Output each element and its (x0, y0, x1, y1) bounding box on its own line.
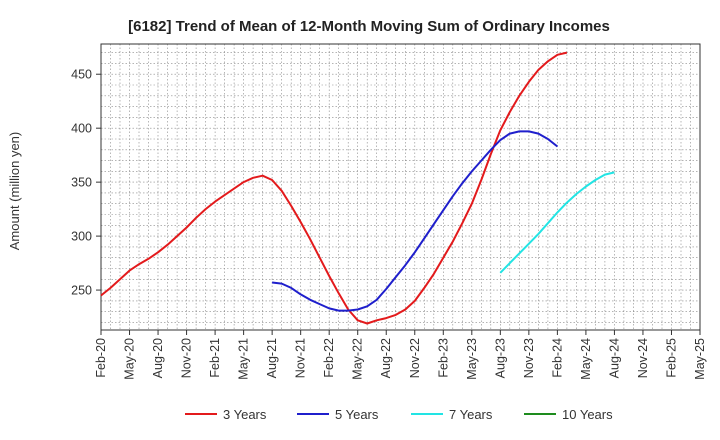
x-tick-label: May-23 (465, 338, 479, 380)
x-tick-label: Feb-20 (94, 338, 108, 378)
y-tick-label: 300 (71, 230, 92, 244)
y-tick-label: 350 (71, 176, 92, 190)
x-tick-label: Feb-25 (665, 338, 679, 378)
x-tick-label: Nov-23 (522, 338, 536, 378)
series-line-3-years (100, 51, 568, 325)
x-tick-label: Aug-21 (265, 338, 279, 378)
y-axis-ticks: 250 300 350 400 450 (71, 68, 101, 298)
x-tick-label: Nov-22 (408, 338, 422, 378)
x-tick-label: Nov-21 (294, 338, 308, 378)
x-tick-label: Aug-23 (493, 338, 507, 378)
x-tick-label: Aug-20 (151, 338, 165, 378)
x-tick-label: Nov-24 (636, 338, 650, 378)
x-tick-label: Feb-23 (436, 338, 450, 378)
legend: 3 Years 5 Years 7 Years 10 Years (185, 407, 613, 422)
x-tick-label: May-25 (693, 338, 707, 380)
series-lines (100, 51, 615, 325)
legend-label: 10 Years (562, 407, 613, 422)
x-tick-label: May-24 (579, 338, 593, 380)
legend-label: 5 Years (335, 407, 379, 422)
x-tick-label: Feb-22 (322, 338, 336, 378)
series-line-7-years (499, 171, 615, 274)
x-tick-label: Aug-22 (379, 338, 393, 378)
y-tick-label: 450 (71, 68, 92, 82)
x-tick-label: Feb-24 (550, 338, 564, 378)
legend-label: 7 Years (449, 407, 493, 422)
y-axis-label: Amount (million yen) (7, 132, 22, 251)
x-tick-label: Aug-24 (607, 338, 621, 378)
y-tick-label: 400 (71, 122, 92, 136)
x-tick-label: Nov-20 (180, 338, 194, 378)
x-tick-label: May-20 (123, 338, 137, 380)
x-axis-ticks: Feb-20 May-20 Aug-20 Nov-20 Feb-21 May-21 Aug-… (94, 330, 707, 380)
x-tick-label: May-22 (351, 338, 365, 380)
x-tick-label: Feb-21 (208, 338, 222, 378)
chart-title: [6182] Trend of Mean of 12-Month Moving … (128, 18, 610, 35)
x-tick-label: May-21 (237, 338, 251, 380)
legend-label: 3 Years (223, 407, 267, 422)
grid-lines (101, 44, 700, 330)
y-tick-label: 250 (71, 284, 92, 298)
plot-area-frame (100, 43, 701, 331)
series-line-5-years (271, 130, 559, 312)
